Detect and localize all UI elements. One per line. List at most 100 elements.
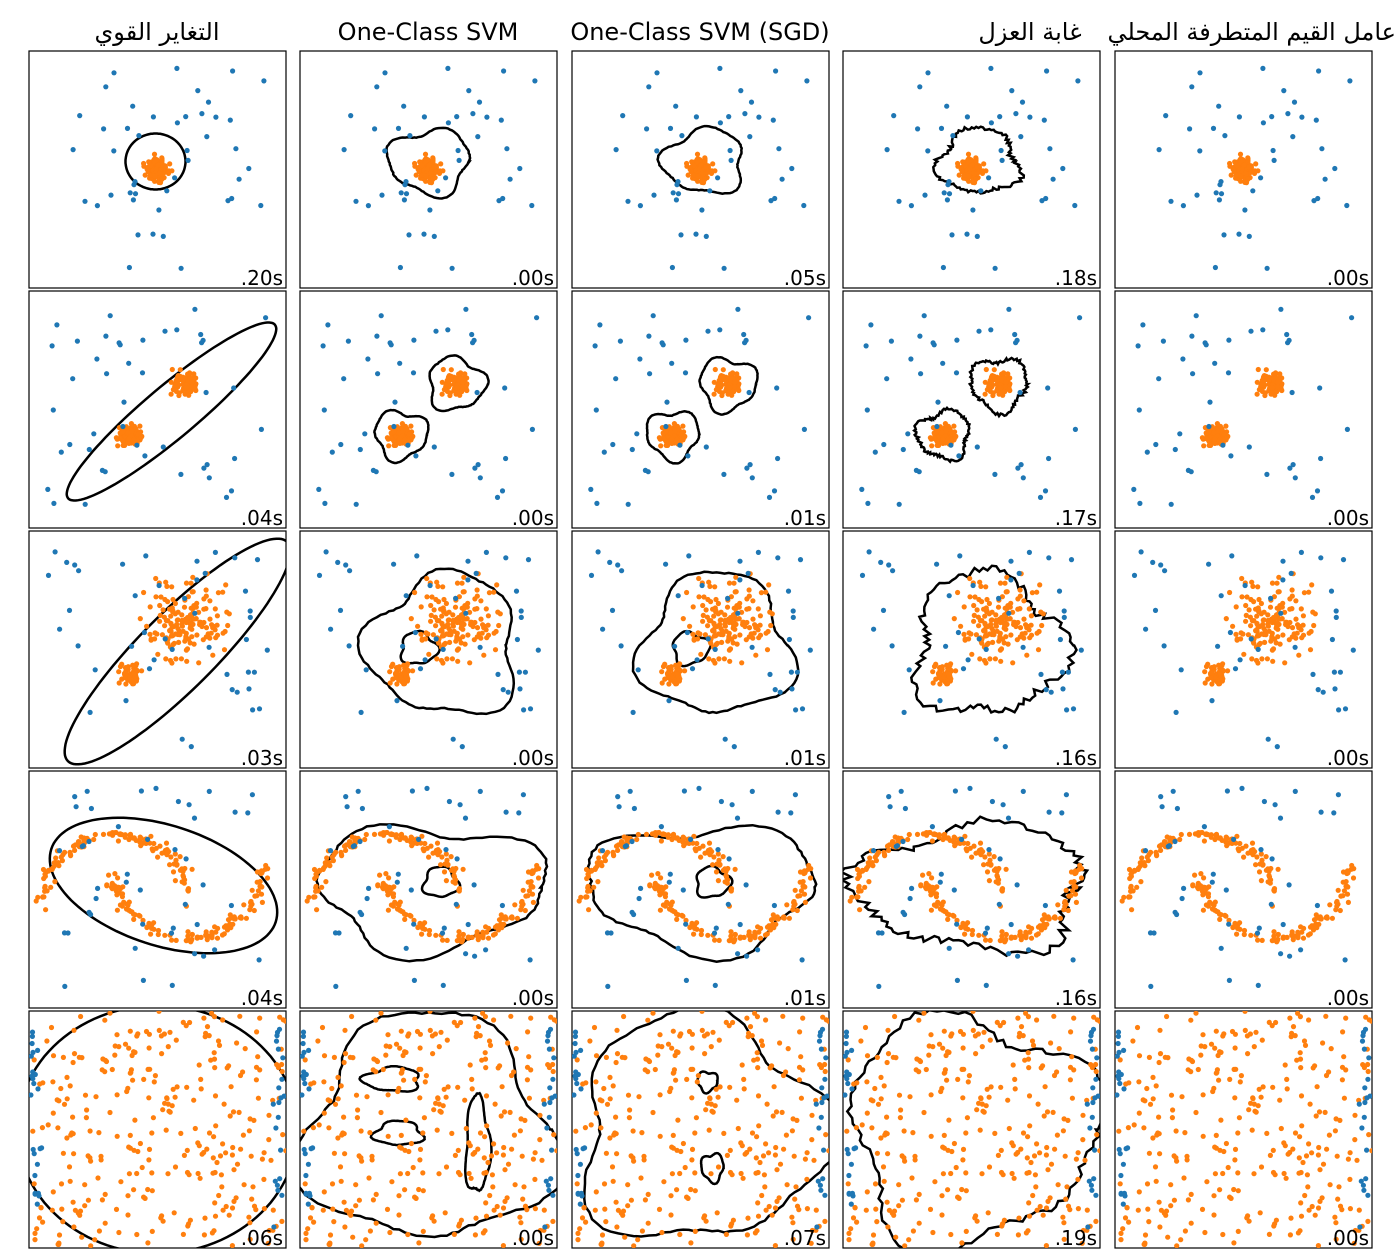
outlier-point bbox=[45, 486, 51, 492]
inlier-point bbox=[1255, 366, 1261, 373]
inlier-point bbox=[688, 168, 694, 175]
fit-time-label: .03s bbox=[241, 746, 283, 770]
inlier-point bbox=[970, 179, 976, 185]
inlier-point bbox=[419, 833, 425, 839]
inlier-point bbox=[985, 640, 991, 647]
inlier-point bbox=[1309, 582, 1315, 588]
inlier-point bbox=[397, 436, 403, 442]
inlier-point bbox=[1275, 931, 1281, 938]
outlier-point bbox=[471, 882, 477, 888]
inlier-point bbox=[390, 903, 396, 909]
outlier-point bbox=[231, 385, 237, 391]
outlier-point bbox=[232, 555, 238, 561]
inlier-point bbox=[669, 436, 675, 442]
inlier-point bbox=[1051, 915, 1057, 921]
inlier-point bbox=[35, 894, 41, 900]
outlier-point bbox=[201, 465, 207, 471]
inlier-point bbox=[711, 391, 717, 397]
fit-time-label: .00s bbox=[512, 746, 554, 770]
inlier-point bbox=[662, 894, 669, 900]
outlier-point bbox=[1000, 802, 1006, 808]
inlier-point bbox=[583, 866, 590, 873]
outlier-point bbox=[463, 306, 469, 312]
inlier-point bbox=[201, 619, 207, 626]
inlier-point bbox=[1217, 671, 1223, 677]
outlier-point bbox=[463, 951, 469, 957]
outlier-point bbox=[1344, 202, 1350, 209]
inlier-point bbox=[221, 924, 228, 930]
outlier-point bbox=[403, 593, 409, 599]
inlier-point bbox=[1323, 915, 1329, 921]
outlier-point bbox=[484, 114, 490, 120]
inlier-point bbox=[697, 631, 703, 637]
outlier-point bbox=[794, 669, 801, 675]
outlier-point bbox=[631, 911, 637, 918]
inlier-point bbox=[1162, 839, 1168, 845]
inlier-point bbox=[173, 857, 179, 863]
inlier-point bbox=[1211, 429, 1217, 435]
inlier-point bbox=[142, 172, 148, 178]
inlier-point bbox=[998, 646, 1005, 652]
outlier-point bbox=[871, 626, 877, 632]
outlier-point bbox=[433, 636, 439, 642]
outlier-point bbox=[212, 947, 218, 953]
outlier-point bbox=[129, 643, 135, 649]
inlier-point bbox=[173, 631, 179, 637]
inlier-point bbox=[717, 861, 723, 868]
inlier-point bbox=[1208, 442, 1214, 448]
outlier-point bbox=[637, 356, 643, 362]
inlier-point bbox=[166, 168, 172, 174]
outlier-point bbox=[1015, 465, 1021, 471]
inlier-point bbox=[1013, 623, 1019, 630]
outlier-point bbox=[998, 147, 1004, 154]
outlier-point bbox=[976, 328, 982, 334]
outlier-point bbox=[678, 232, 684, 238]
inlier-point bbox=[991, 367, 997, 373]
fit-time-label: .18s bbox=[1055, 266, 1097, 290]
decision-boundary-1 bbox=[356, 567, 516, 716]
inlier-point bbox=[319, 884, 325, 890]
outlier-point bbox=[790, 614, 796, 621]
outlier-point bbox=[449, 471, 455, 477]
outlier-point bbox=[884, 147, 890, 153]
inlier-point bbox=[955, 163, 961, 169]
inlier-point bbox=[961, 631, 967, 637]
outlier-point bbox=[153, 785, 159, 792]
outlier-point bbox=[951, 887, 957, 893]
outlier-point bbox=[637, 203, 644, 209]
inlier-point bbox=[207, 616, 213, 622]
outlier-point bbox=[503, 555, 509, 561]
inlier-point bbox=[1238, 173, 1244, 179]
outlier-point bbox=[151, 657, 157, 663]
inlier-point bbox=[186, 392, 192, 398]
outlier-point bbox=[944, 197, 951, 203]
inlier-point bbox=[734, 604, 740, 611]
inlier-point bbox=[444, 937, 450, 944]
outlier-point bbox=[727, 147, 733, 154]
inlier-point bbox=[100, 831, 107, 838]
inlier-point bbox=[130, 835, 136, 841]
inlier-point bbox=[138, 843, 144, 849]
inlier-point bbox=[1073, 899, 1079, 906]
inlier-point bbox=[698, 927, 705, 934]
inlier-point bbox=[212, 924, 218, 930]
inlier-point bbox=[1249, 579, 1255, 585]
inlier-point bbox=[424, 594, 430, 600]
inlier-point bbox=[478, 616, 484, 622]
inlier-point bbox=[856, 888, 862, 894]
outlier-point bbox=[734, 815, 741, 821]
outlier-point bbox=[70, 376, 76, 382]
inlier-point bbox=[724, 604, 731, 610]
inlier-point bbox=[312, 894, 318, 900]
inlier-point bbox=[997, 580, 1004, 586]
inlier-point bbox=[126, 436, 132, 442]
decision-boundary-2 bbox=[695, 864, 734, 899]
inlier-point bbox=[431, 164, 437, 170]
outlier-point bbox=[1260, 120, 1266, 126]
outlier-point bbox=[363, 667, 369, 673]
inlier-point bbox=[164, 847, 170, 853]
inlier-point bbox=[863, 865, 870, 872]
decision-boundary-1 bbox=[65, 321, 278, 502]
inlier-point bbox=[1298, 606, 1304, 612]
outlier-point bbox=[681, 788, 688, 794]
